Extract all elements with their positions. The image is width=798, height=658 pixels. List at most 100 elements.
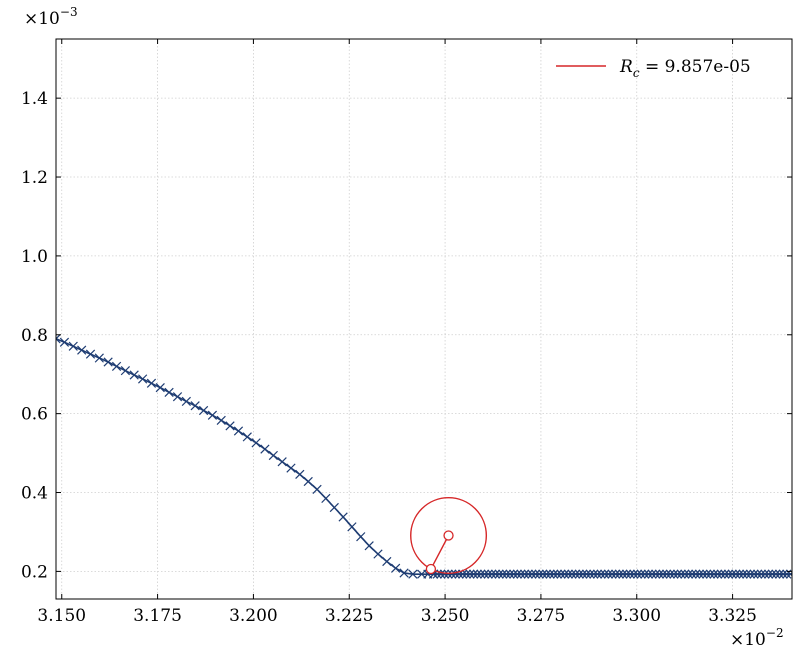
series-marker <box>207 410 218 420</box>
series-marker <box>408 569 418 579</box>
series-marker <box>260 444 270 454</box>
series-marker <box>172 392 183 402</box>
curvature-anchor-point <box>425 563 437 575</box>
series-marker <box>329 502 339 513</box>
series-marker <box>277 457 287 467</box>
series-marker <box>534 569 544 579</box>
series-marker <box>738 569 748 579</box>
series-marker <box>399 568 409 578</box>
y-tick-label: 0.8 <box>21 326 48 346</box>
series-marker <box>450 569 461 579</box>
series-marker <box>669 569 679 579</box>
series-marker <box>618 569 628 579</box>
series-marker <box>727 569 737 579</box>
series-marker <box>447 569 457 579</box>
series-marker <box>498 569 508 579</box>
series-marker <box>680 569 690 579</box>
series-marker <box>483 569 493 579</box>
series-marker <box>629 569 639 579</box>
series-marker <box>347 522 357 532</box>
series-marker <box>563 569 573 579</box>
series-marker <box>129 370 139 380</box>
radius-line <box>430 535 450 570</box>
series-marker <box>570 569 581 579</box>
series-marker <box>574 569 584 579</box>
series-marker <box>490 569 501 579</box>
plot-frame <box>55 38 793 600</box>
series-marker <box>767 569 777 579</box>
x-tick-label: 3.300 <box>612 606 661 626</box>
series-marker <box>233 426 244 436</box>
series-line <box>56 337 792 575</box>
series-marker <box>198 405 209 416</box>
series-marker <box>391 563 401 573</box>
series-marker <box>581 569 592 579</box>
series-marker <box>552 569 563 579</box>
series-marker <box>181 396 191 407</box>
series-marker <box>723 569 734 579</box>
series-marker <box>465 569 475 579</box>
series-marker <box>636 569 646 579</box>
series-marker <box>763 569 774 579</box>
x-tick-label: 3.325 <box>708 606 757 626</box>
series-marker <box>694 569 705 579</box>
series-marker <box>501 569 512 579</box>
series-marker <box>756 569 766 579</box>
series-marker <box>295 469 305 480</box>
series-marker <box>632 569 643 579</box>
series-marker <box>603 569 614 579</box>
legend-label: Rc = 9.857e-05 <box>619 57 751 80</box>
series-marker <box>373 549 383 559</box>
series-marker <box>589 569 599 579</box>
x-tick-label: 3.250 <box>421 606 470 626</box>
y-multiplier: ×10−3 <box>24 5 78 29</box>
series-marker <box>251 438 261 448</box>
series-marker <box>614 569 624 579</box>
series-marker <box>621 569 632 579</box>
series-marker <box>476 569 486 579</box>
curvature-center-point <box>443 530 454 541</box>
series-marker <box>512 569 522 579</box>
series-marker <box>286 463 296 473</box>
series-marker <box>541 569 552 579</box>
series-marker <box>585 569 595 579</box>
series-marker <box>643 569 654 579</box>
series-marker <box>567 569 577 579</box>
y-tick-label: 1.4 <box>21 89 48 109</box>
series-marker <box>698 569 708 579</box>
series-marker <box>461 569 471 579</box>
series-marker <box>303 476 313 487</box>
curvature-circle <box>410 497 488 575</box>
series-marker <box>611 569 621 579</box>
series-marker <box>731 569 741 579</box>
series-marker <box>687 569 697 579</box>
series-marker <box>749 569 759 579</box>
series-marker <box>77 345 87 355</box>
series-marker <box>560 569 570 579</box>
series-marker <box>382 556 392 567</box>
series-marker <box>774 569 785 579</box>
y-tick-label: 0.4 <box>21 484 48 504</box>
series-marker <box>103 357 113 367</box>
series-marker <box>321 493 331 504</box>
series-marker <box>662 569 672 579</box>
grid-lines <box>56 39 792 599</box>
series-marker <box>59 337 70 347</box>
series-marker <box>753 569 763 579</box>
series-marker <box>760 569 770 579</box>
series-marker <box>647 569 657 579</box>
series-marker <box>479 569 490 579</box>
series-marker <box>676 569 686 579</box>
series-marker <box>138 374 148 384</box>
series-marker <box>216 415 226 425</box>
series-marker <box>578 569 588 579</box>
series-marker <box>505 569 515 579</box>
series-marker <box>607 569 617 579</box>
data-layer <box>56 334 792 579</box>
series-marker <box>778 569 788 579</box>
series-marker <box>516 569 526 579</box>
series-marker <box>494 569 504 579</box>
series-marker <box>556 569 566 579</box>
series-marker <box>771 569 781 579</box>
